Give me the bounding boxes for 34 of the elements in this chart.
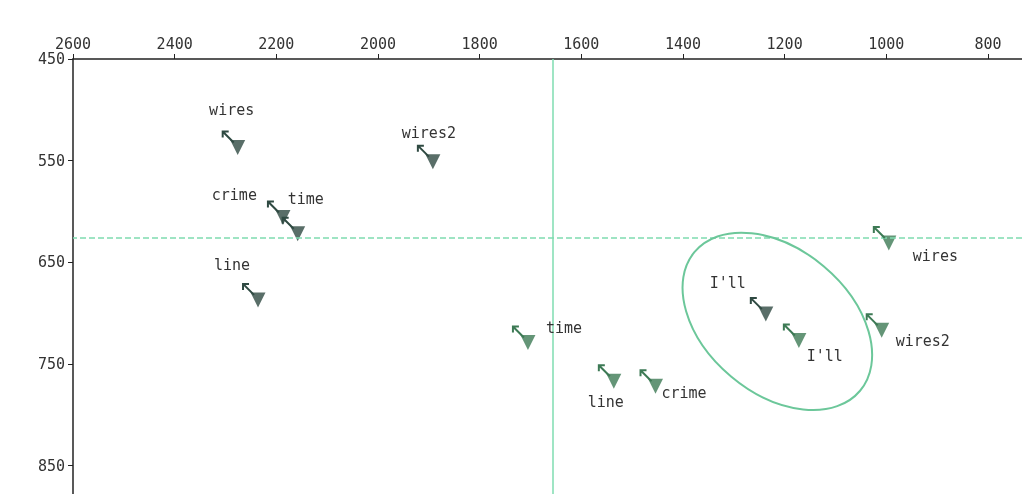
annotation: I'll: [709, 274, 746, 293]
annotation: wires2: [895, 332, 950, 351]
point: [791, 333, 807, 349]
annotation: wires2: [401, 123, 456, 142]
point: [425, 154, 441, 170]
x-tick-label: 1000: [868, 34, 905, 53]
point: [520, 335, 536, 351]
point: [250, 292, 266, 308]
annotation: wires: [209, 101, 255, 120]
x-tick-label: 1600: [563, 34, 600, 53]
x-tick-label: 2400: [156, 34, 193, 53]
x-tick-label: 2600: [54, 34, 92, 53]
annotation: line: [587, 393, 624, 412]
x-tick-label: 800: [974, 34, 1002, 53]
annotation: wires: [912, 246, 958, 265]
point: [290, 226, 306, 242]
y-tick-label: 650: [37, 253, 65, 272]
annotation: line: [213, 255, 251, 274]
point: [230, 139, 246, 155]
x-tick-label: 2200: [258, 34, 295, 53]
annotation: crime: [661, 384, 707, 403]
annotation: I'll: [806, 346, 843, 365]
x-tick-label: 1400: [664, 34, 702, 53]
x-tick-label: 1200: [766, 34, 803, 53]
y-tick-label: 550: [37, 151, 65, 170]
annotation: time: [545, 318, 583, 337]
y-tick-label: 450: [37, 50, 65, 68]
annotation: crime: [211, 185, 257, 204]
x-tick-label: 2000: [359, 34, 397, 53]
y-tick-label: 850: [37, 456, 65, 475]
point: [648, 378, 664, 394]
y-tick-label: 750: [37, 354, 65, 373]
annotation: time: [287, 189, 324, 208]
x-tick-label: 1800: [461, 34, 498, 53]
